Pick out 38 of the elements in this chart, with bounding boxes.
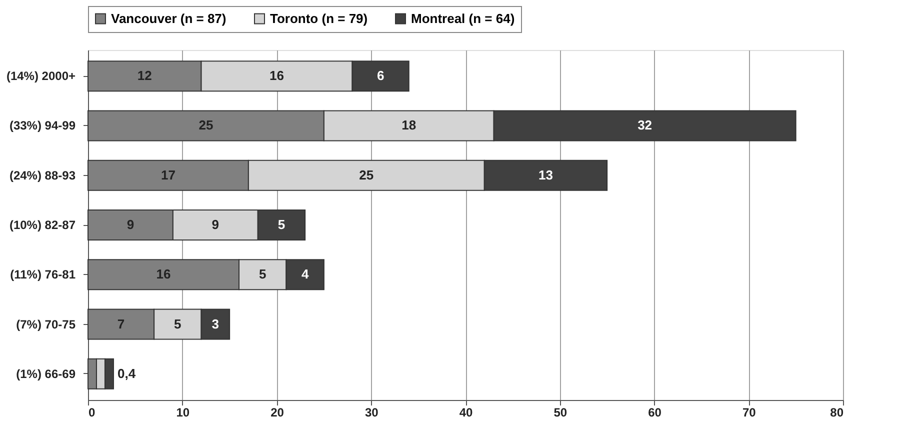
x-tick-label: 20 bbox=[270, 406, 284, 420]
legend-label: Vancouver (n = 87) bbox=[111, 10, 226, 26]
data-label: 6 bbox=[376, 68, 384, 84]
data-label: 7 bbox=[117, 316, 125, 332]
x-tick-label: 10 bbox=[176, 406, 190, 420]
data-label: 25 bbox=[198, 118, 214, 133]
data-label: 13 bbox=[538, 167, 553, 182]
data-label: 17 bbox=[160, 167, 176, 182]
y-tick-label: (1%) 66-69 bbox=[16, 366, 76, 381]
data-label: 5 bbox=[258, 266, 266, 282]
x-tick-label: 40 bbox=[459, 406, 473, 420]
y-tick-label: (11%) 76-81 bbox=[10, 268, 76, 282]
data-label: 9 bbox=[212, 217, 220, 232]
data-label: 12 bbox=[137, 68, 152, 84]
data-label: 25 bbox=[359, 167, 374, 182]
x-tick-label: 50 bbox=[554, 406, 568, 420]
x-tick-label: 60 bbox=[648, 406, 662, 420]
y-tick-label: (14%) 2000+ bbox=[6, 69, 76, 84]
data-label: 16 bbox=[156, 266, 171, 282]
data-label: 3 bbox=[212, 316, 220, 332]
x-tick-label: 70 bbox=[742, 406, 756, 420]
data-label: 18 bbox=[402, 118, 416, 133]
x-tick-label: 30 bbox=[364, 406, 379, 420]
x-tick-label: 80 bbox=[830, 406, 844, 420]
data-label: 4 bbox=[301, 266, 310, 282]
y-tick-label: (10%) 82-87 bbox=[9, 218, 76, 232]
annotation: 0,4 bbox=[117, 366, 136, 381]
legend-label: Toronto (n = 79) bbox=[270, 10, 368, 26]
data-label: 32 bbox=[638, 118, 652, 133]
x-tick-label: 0 bbox=[88, 406, 96, 420]
data-label: 5 bbox=[174, 316, 182, 332]
legend-label: Montreal (n = 64) bbox=[411, 10, 515, 26]
y-tick-label: (7%) 70-75 bbox=[16, 317, 76, 332]
y-tick-label: (24%) 88-93 bbox=[9, 168, 76, 182]
data-label: 5 bbox=[278, 217, 286, 232]
data-label: 9 bbox=[126, 217, 134, 232]
data-label: 16 bbox=[270, 68, 284, 84]
y-tick-label: (33%) 94-99 bbox=[9, 118, 76, 133]
